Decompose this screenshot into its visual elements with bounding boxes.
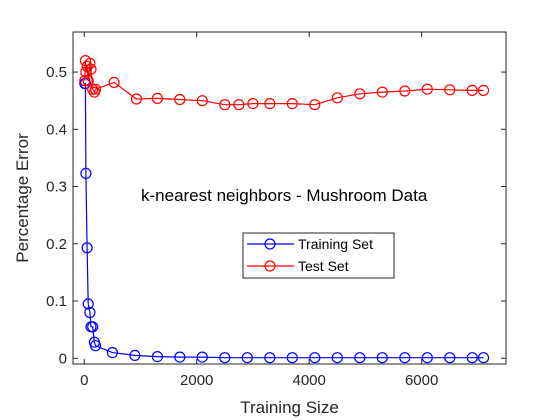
data-point-training-set [399, 352, 411, 364]
data-point-training-set [331, 352, 343, 364]
data-point-training-set [80, 167, 92, 179]
data-point-test-set [286, 97, 298, 110]
data-point-training-set [106, 347, 119, 359]
data-point-test-set [421, 83, 433, 95]
legend-marker-test [264, 260, 276, 272]
data-point-training-set [466, 352, 478, 364]
data-point-training-set [309, 352, 321, 364]
series-layer [79, 54, 490, 364]
data-point-training-set [174, 351, 186, 363]
data-point-test-set [174, 93, 186, 106]
data-point-test-set [82, 75, 94, 87]
y-tick-label: 0.1 [46, 293, 67, 310]
data-point-training-set [89, 340, 102, 352]
data-point-training-set [264, 352, 276, 364]
data-point-test-set [196, 95, 208, 107]
series-training-set [79, 77, 490, 364]
data-point-training-set [241, 352, 253, 364]
data-point-test-set [84, 57, 96, 70]
data-point-test-set [108, 76, 120, 89]
x-tick-label: 4000 [292, 372, 325, 389]
data-point-training-set [84, 306, 96, 319]
x-tick-label: 0 [80, 372, 88, 389]
x-tick-label: 6000 [405, 372, 438, 389]
legend-label-training: Training Set [298, 236, 373, 252]
y-tick-label: 0.5 [46, 64, 67, 81]
y-axis-label: Percentage Error [13, 133, 32, 263]
data-point-test-set [233, 99, 245, 111]
data-point-test-set [219, 99, 231, 111]
data-point-test-set [151, 92, 163, 105]
data-point-training-set [129, 349, 141, 361]
data-point-test-set [85, 63, 97, 75]
data-point-test-set [89, 83, 102, 95]
data-point-test-set [444, 84, 456, 96]
data-point-test-set [130, 93, 143, 105]
y-tick-label: 0.2 [46, 236, 67, 253]
y-tick-label: 0.3 [46, 179, 67, 196]
x-tick-label: 2000 [180, 372, 213, 389]
data-point-training-set [151, 351, 163, 363]
data-point-training-set [354, 352, 366, 364]
data-point-training-set [376, 352, 388, 364]
data-point-test-set [79, 75, 91, 87]
data-point-test-set [376, 86, 388, 98]
data-point-test-set [247, 97, 259, 110]
data-point-training-set [81, 242, 93, 254]
y-tick-label: 0.4 [46, 121, 67, 138]
data-point-test-set [331, 92, 343, 104]
series-line-training-set [84, 82, 484, 359]
data-point-training-set [87, 321, 99, 333]
data-point-test-set [87, 83, 99, 95]
data-point-test-set [354, 88, 366, 100]
x-axis-label: Training Size [240, 398, 339, 417]
y-tick-label: 0 [59, 350, 67, 367]
plot-area [72, 31, 507, 365]
data-point-training-set [82, 298, 94, 310]
data-point-training-set [196, 351, 208, 363]
data-point-test-set [309, 99, 321, 111]
data-point-training-set [219, 352, 231, 364]
data-point-test-set [477, 84, 490, 97]
legend-label-test: Test Set [298, 258, 349, 274]
data-point-training-set [444, 352, 456, 364]
data-point-training-set [286, 352, 298, 364]
chart-annotation: k-nearest neighbors - Mushroom Data [141, 186, 428, 205]
tick-layer: 0 2000 4000 6000 0 0.1 0.2 0.3 0.4 0.5 [46, 32, 506, 389]
legend-marker-training [264, 238, 276, 250]
data-point-test-set [466, 84, 478, 97]
legend: Training Set Test Set [242, 232, 395, 279]
data-point-test-set [399, 85, 411, 97]
data-point-training-set [421, 352, 433, 364]
data-point-training-set [477, 352, 490, 364]
series-test-set [79, 54, 490, 111]
data-point-test-set [264, 97, 276, 110]
